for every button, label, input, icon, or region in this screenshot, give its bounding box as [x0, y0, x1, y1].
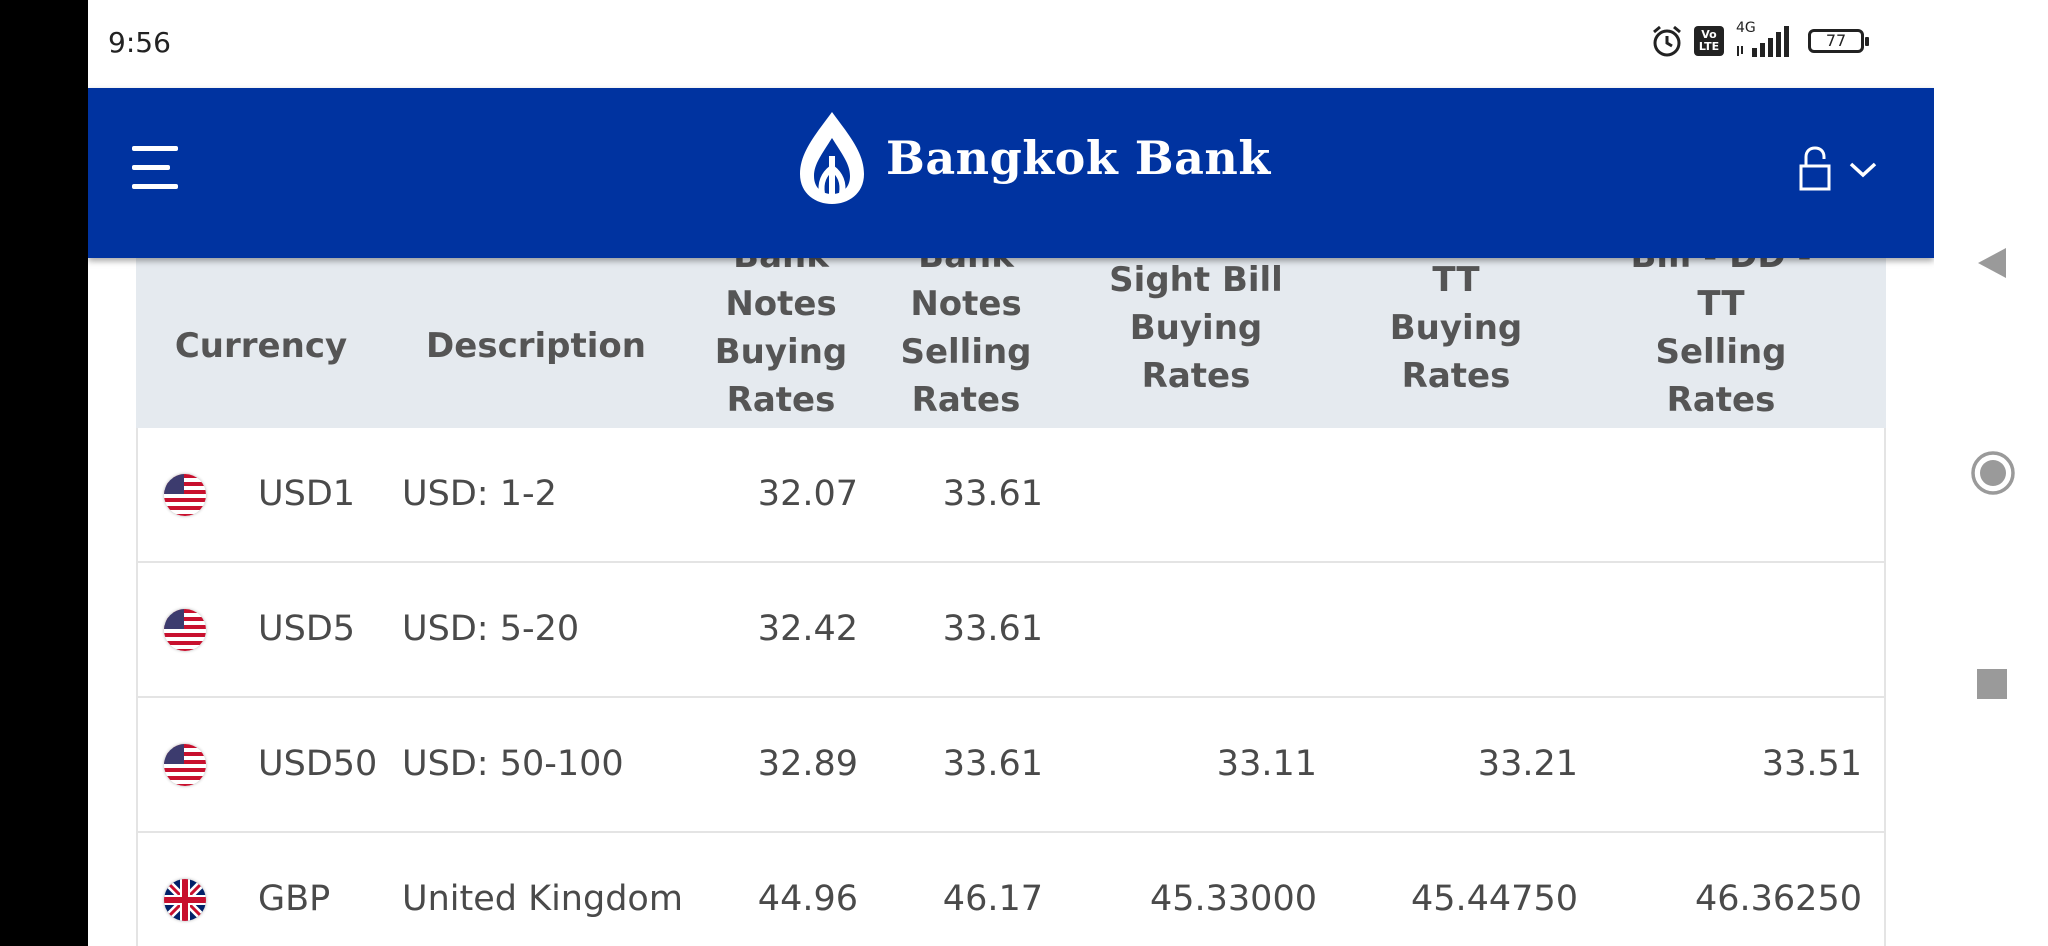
table-header: Currency Description Bank Notes Buying R… — [136, 258, 1886, 428]
currency-description: USD: 1-2 — [402, 474, 557, 514]
login-dropdown-button[interactable] — [1798, 146, 1878, 192]
alarm-icon — [1653, 25, 1681, 57]
us-flag-icon — [164, 744, 206, 786]
sight-bill-buying-rate — [1073, 563, 1317, 696]
column-header-notes-selling: Bank Notes Selling Rates — [900, 258, 1032, 420]
status-bar: 9:56 Vo LTE 4G 77 — [88, 0, 1934, 88]
column-header-sight-bill-buying: Sight Bill Buying Rates — [1109, 260, 1283, 396]
volte-icon: Vo LTE — [1694, 26, 1724, 56]
tt-selling-rate — [1598, 563, 1862, 696]
notes-selling-rate: 46.17 — [942, 879, 1043, 919]
table-row[interactable]: USD1 USD: 1-2 32.07 33.61 — [136, 428, 1886, 563]
column-header-tt-buying: TT Buying Rates — [1389, 260, 1523, 396]
table-row[interactable]: USD50 USD: 50-100 32.89 33.61 33.11 33.2… — [136, 698, 1886, 833]
tt-selling-rate — [1598, 428, 1862, 561]
sight-bill-buying-rate — [1073, 428, 1317, 561]
exchange-rates-table: Currency Description Bank Notes Buying R… — [136, 258, 1886, 946]
network-type-label: 4G — [1736, 20, 1756, 36]
column-header-tt-selling: Bill - DD - TT Selling Rates — [1630, 258, 1811, 420]
status-icons: Vo LTE 4G 77 — [1650, 20, 1869, 58]
notes-buying-rate: 32.07 — [757, 474, 858, 514]
left-black-edge — [0, 0, 88, 946]
hamburger-menu-button[interactable] — [132, 146, 178, 192]
sight-bill-buying-rate: 33.11 — [1216, 744, 1317, 784]
uk-flag-icon — [164, 879, 206, 921]
currency-code: USD1 — [258, 474, 356, 514]
notes-selling-rate: 33.61 — [942, 744, 1043, 784]
status-time: 9:56 — [108, 26, 171, 59]
notes-buying-rate: 32.42 — [757, 609, 858, 649]
home-icon[interactable] — [1970, 450, 2016, 496]
tt-buying-rate — [1338, 428, 1578, 561]
column-header-description: Description — [426, 326, 646, 366]
column-header-currency: Currency — [174, 326, 348, 366]
app-header: Bangkok Bank — [88, 88, 1934, 258]
currency-description: USD: 50-100 — [402, 744, 624, 784]
currency-code: USD5 — [258, 609, 356, 649]
currency-code: GBP — [258, 879, 331, 919]
notes-selling-rate: 33.61 — [942, 609, 1043, 649]
column-header-notes-buying: Bank Notes Buying Rates — [714, 258, 848, 420]
sight-bill-buying-rate: 45.33000 — [1149, 879, 1317, 919]
back-icon[interactable] — [1976, 246, 2008, 280]
us-flag-icon — [164, 609, 206, 651]
lock-icon — [1799, 146, 1831, 191]
chevron-down-icon — [1849, 162, 1877, 178]
us-flag-icon — [164, 474, 206, 516]
notes-buying-rate: 32.89 — [757, 744, 858, 784]
tt-selling-rate: 33.51 — [1761, 744, 1862, 784]
tt-selling-rate: 46.36250 — [1694, 879, 1862, 919]
bangkok-bank-logo[interactable]: Bangkok Bank — [794, 108, 1271, 208]
system-navigation-bar — [1934, 0, 2048, 946]
battery-icon: 77 — [1808, 29, 1869, 53]
tt-buying-rate: 33.21 — [1477, 744, 1578, 784]
currency-description: United Kingdom — [402, 879, 683, 919]
notes-selling-rate: 33.61 — [942, 474, 1043, 514]
brand-name: Bangkok Bank — [886, 131, 1271, 185]
tt-buying-rate — [1338, 563, 1578, 696]
hamburger-icon — [132, 146, 178, 151]
table-row[interactable]: USD5 USD: 5-20 32.42 33.61 — [136, 563, 1886, 698]
currency-code: USD50 — [258, 744, 378, 784]
notes-buying-rate: 44.96 — [757, 879, 858, 919]
app-screen: 9:56 Vo LTE 4G 77 — [88, 0, 1934, 946]
signal-icon: 4G — [1734, 20, 1792, 58]
tt-buying-rate: 45.44750 — [1410, 879, 1578, 919]
battery-level: 77 — [1825, 31, 1847, 50]
currency-description: USD: 5-20 — [402, 609, 580, 649]
lotus-logo-icon — [800, 112, 864, 204]
recents-icon[interactable] — [1976, 668, 2008, 700]
table-row[interactable]: GBP United Kingdom 44.96 46.17 45.33000 … — [136, 833, 1886, 946]
